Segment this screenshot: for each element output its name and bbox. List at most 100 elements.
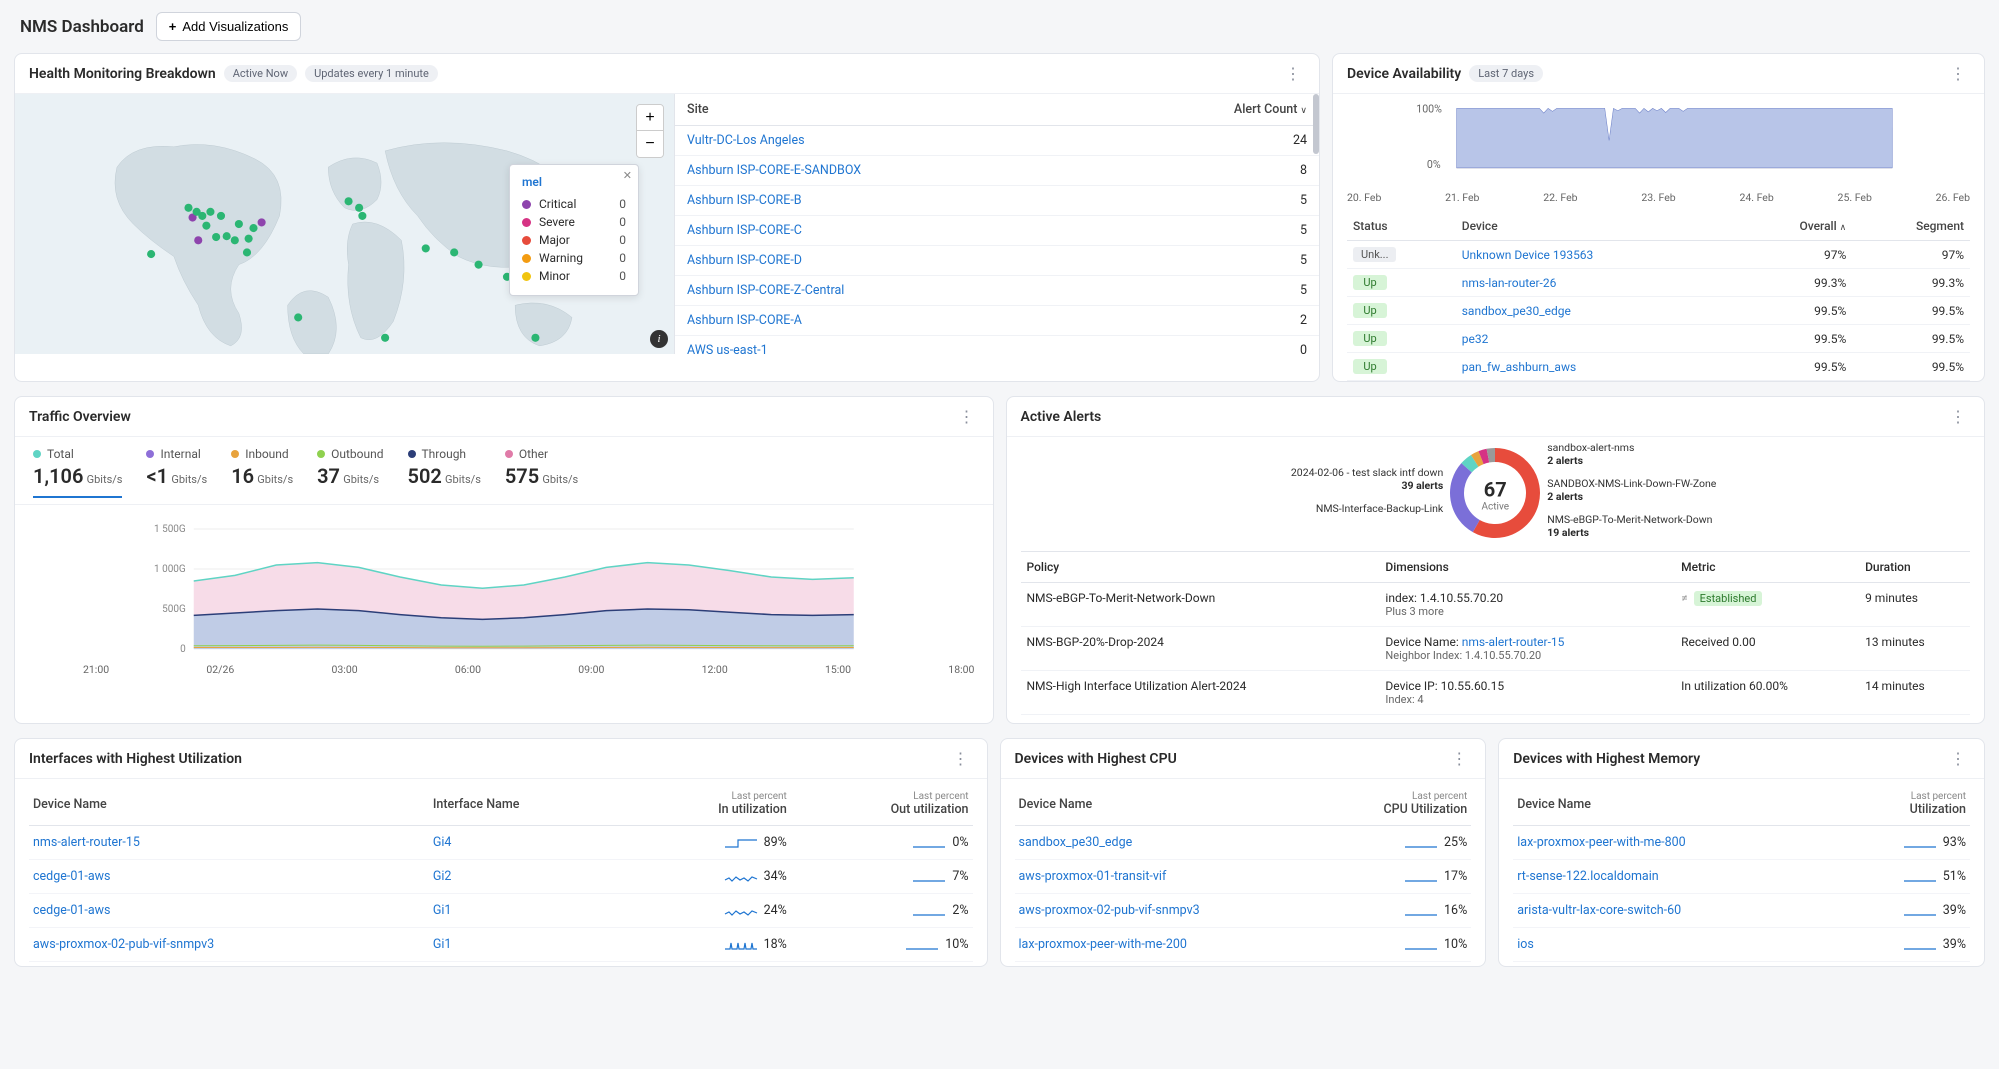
panel-menu-icon[interactable]: ⋮ (949, 749, 973, 768)
traffic-chart[interactable]: 1 500G1 000G500G0 21:0002/2603:0006:0009… (15, 505, 993, 684)
table-row[interactable]: aws-proxmox-01-transit-vif 17% (1015, 860, 1472, 894)
avail-row[interactable]: Up pan_fw_ashburn_aws 99.5% 99.5% (1347, 353, 1970, 381)
device-link[interactable]: aws-proxmox-02-pub-vif-snmpv3 (1019, 903, 1200, 918)
col-duration[interactable]: Duration (1859, 552, 1970, 583)
site-link[interactable]: Ashburn ISP-CORE-D (687, 253, 802, 268)
col-iface[interactable]: Interface Name (429, 783, 629, 826)
device-link[interactable]: arista-vultr-lax-core-switch-60 (1517, 903, 1681, 918)
device-link[interactable]: lax-proxmox-peer-with-me-200 (1019, 937, 1187, 952)
traffic-stat-inbound[interactable]: Inbound 16 Gbits/s (231, 447, 293, 498)
table-row[interactable]: arista-vultr-lax-core-switch-60 39% (1513, 894, 1970, 928)
panel-menu-icon[interactable]: ⋮ (1946, 64, 1970, 83)
alerts-donut[interactable]: 2024-02-06 - test slack intf down 39 ale… (1021, 445, 1971, 545)
table-row[interactable]: rt-sense-122.localdomain 51% (1513, 860, 1970, 894)
col-status[interactable]: Status (1347, 212, 1456, 241)
donut-label[interactable]: sandbox-alert-nms 2 alerts (1547, 441, 1727, 467)
device-link[interactable]: cedge-01-aws (33, 869, 110, 884)
col-device[interactable]: Device Name (1513, 783, 1838, 826)
device-link[interactable]: sandbox_pe30_edge (1462, 304, 1571, 318)
avail-row[interactable]: Unk... Unknown Device 193563 97% 97% (1347, 241, 1970, 269)
site-link[interactable]: Ashburn ISP-CORE-B (687, 193, 802, 208)
col-policy[interactable]: Policy (1021, 552, 1380, 583)
site-row[interactable]: Ashburn ISP-CORE-A 2 (675, 306, 1319, 336)
donut-label[interactable]: SANDBOX-NMS-Link-Down-FW-Zone 2 alerts (1547, 477, 1727, 503)
table-row[interactable]: aws-proxmox-02-pub-vif-snmpv3 16% (1015, 894, 1472, 928)
device-link[interactable]: Unknown Device 193563 (1462, 248, 1594, 262)
col-device[interactable]: Device Name (29, 783, 429, 826)
panel-menu-icon[interactable]: ⋮ (1281, 64, 1305, 83)
map-info-icon[interactable]: i (650, 330, 668, 348)
site-link[interactable]: AWS us-east-1 (687, 343, 768, 354)
site-link[interactable]: Ashburn ISP-CORE-Z-Central (687, 283, 844, 298)
donut-label[interactable]: 2024-02-06 - test slack intf down 39 ale… (1263, 466, 1443, 492)
col-segment[interactable]: Segment (1852, 212, 1970, 241)
device-link[interactable]: lax-proxmox-peer-with-me-800 (1517, 835, 1685, 850)
table-row[interactable]: lax-proxmox-peer-with-me-200 10% (1015, 928, 1472, 962)
avail-row[interactable]: Up sandbox_pe30_edge 99.5% 99.5% (1347, 297, 1970, 325)
site-link[interactable]: Ashburn ISP-CORE-A (687, 313, 802, 328)
table-row[interactable]: ios 39% (1513, 928, 1970, 962)
col-alert-count[interactable]: Alert Count∨ (1107, 94, 1319, 126)
map-zoom-out[interactable]: − (637, 131, 663, 157)
col-device[interactable]: Device (1456, 212, 1737, 241)
col-in[interactable]: Last percentIn utilization (629, 783, 791, 826)
iface-row[interactable]: aws-proxmox-02-pub-vif-snmpv3 Gi1 18% 10… (29, 928, 973, 962)
traffic-stat-internal[interactable]: Internal <1 Gbits/s (146, 447, 207, 498)
device-link[interactable]: aws-proxmox-01-transit-vif (1019, 869, 1167, 884)
device-link[interactable]: pan_fw_ashburn_aws (1462, 360, 1576, 374)
avail-row[interactable]: Up pe32 99.5% 99.5% (1347, 325, 1970, 353)
site-row[interactable]: AWS us-east-1 0 (675, 336, 1319, 355)
traffic-stat-outbound[interactable]: Outbound 37 Gbits/s (317, 447, 383, 498)
donut-label[interactable]: NMS-eBGP-To-Merit-Network-Down 19 alerts (1547, 513, 1727, 539)
col-site[interactable]: Site (675, 94, 1107, 126)
avail-row[interactable]: Up nms-lan-router-26 99.3% 99.3% (1347, 269, 1970, 297)
panel-menu-icon[interactable]: ⋮ (1946, 407, 1970, 426)
donut-label[interactable]: NMS-Interface-Backup-Link (1263, 502, 1443, 515)
iface-link[interactable]: Gi2 (433, 869, 452, 884)
alert-row[interactable]: NMS-eBGP-To-Merit-Network-Down index: 1.… (1021, 583, 1971, 627)
site-row[interactable]: Ashburn ISP-CORE-Z-Central 5 (675, 276, 1319, 306)
col-dimensions[interactable]: Dimensions (1379, 552, 1675, 583)
device-link[interactable]: nms-alert-router-15 (33, 835, 140, 850)
iface-link[interactable]: Gi1 (433, 903, 452, 918)
panel-menu-icon[interactable]: ⋮ (1946, 749, 1970, 768)
site-link[interactable]: Ashburn ISP-CORE-E-SANDBOX (687, 163, 861, 178)
iface-link[interactable]: Gi1 (433, 937, 452, 952)
traffic-stat-through[interactable]: Through 502 Gbits/s (408, 447, 481, 498)
add-visualizations-button[interactable]: Add Visualizations (156, 12, 302, 41)
close-icon[interactable]: ✕ (623, 169, 632, 182)
iface-link[interactable]: Gi4 (433, 835, 452, 850)
map-zoom-in[interactable]: + (637, 105, 663, 131)
site-link[interactable]: Vultr-DC-Los Angeles (687, 133, 805, 148)
site-link[interactable]: Ashburn ISP-CORE-C (687, 223, 802, 238)
col-metric[interactable]: Metric (1675, 552, 1859, 583)
traffic-stat-other[interactable]: Other 575 Gbits/s (505, 447, 578, 498)
world-map[interactable]: + − i ✕ mel Critical0 Severe0 Major0 War… (15, 94, 675, 354)
col-device[interactable]: Device Name (1015, 783, 1323, 826)
device-link[interactable]: pe32 (1462, 332, 1489, 346)
site-row[interactable]: Vultr-DC-Los Angeles 24 (675, 126, 1319, 156)
panel-menu-icon[interactable]: ⋮ (955, 407, 979, 426)
device-link[interactable]: sandbox_pe30_edge (1019, 835, 1133, 850)
col-overall[interactable]: Overall ∧ (1737, 212, 1852, 241)
table-row[interactable]: lax-proxmox-peer-with-me-800 93% (1513, 826, 1970, 860)
iface-row[interactable]: cedge-01-aws Gi2 34% 7% (29, 860, 973, 894)
site-row[interactable]: Ashburn ISP-CORE-B 5 (675, 186, 1319, 216)
alert-row[interactable]: NMS-High Interface Utilization Alert-202… (1021, 671, 1971, 715)
device-link[interactable]: nms-lan-router-26 (1462, 276, 1557, 290)
col-out[interactable]: Last percentOut utilization (791, 783, 973, 826)
iface-row[interactable]: nms-alert-router-15 Gi4 89% 0% (29, 826, 973, 860)
iface-row[interactable]: cedge-01-aws Gi1 24% 2% (29, 894, 973, 928)
col-cpu[interactable]: Last percentCPU Utilization (1322, 783, 1471, 826)
device-link[interactable]: cedge-01-aws (33, 903, 110, 918)
device-link[interactable]: aws-proxmox-02-pub-vif-snmpv3 (33, 937, 214, 952)
site-row[interactable]: Ashburn ISP-CORE-D 5 (675, 246, 1319, 276)
traffic-stat-total[interactable]: Total 1,106 Gbits/s (33, 447, 122, 498)
site-row[interactable]: Ashburn ISP-CORE-E-SANDBOX 8 (675, 156, 1319, 186)
table-row[interactable]: sandbox_pe30_edge 25% (1015, 826, 1472, 860)
site-row[interactable]: Ashburn ISP-CORE-C 5 (675, 216, 1319, 246)
device-link[interactable]: rt-sense-122.localdomain (1517, 869, 1658, 884)
availability-chart[interactable]: 100% 0% (1347, 102, 1970, 187)
device-link[interactable]: ios (1517, 937, 1534, 952)
col-mem[interactable]: Last percentUtilization (1839, 783, 1970, 826)
